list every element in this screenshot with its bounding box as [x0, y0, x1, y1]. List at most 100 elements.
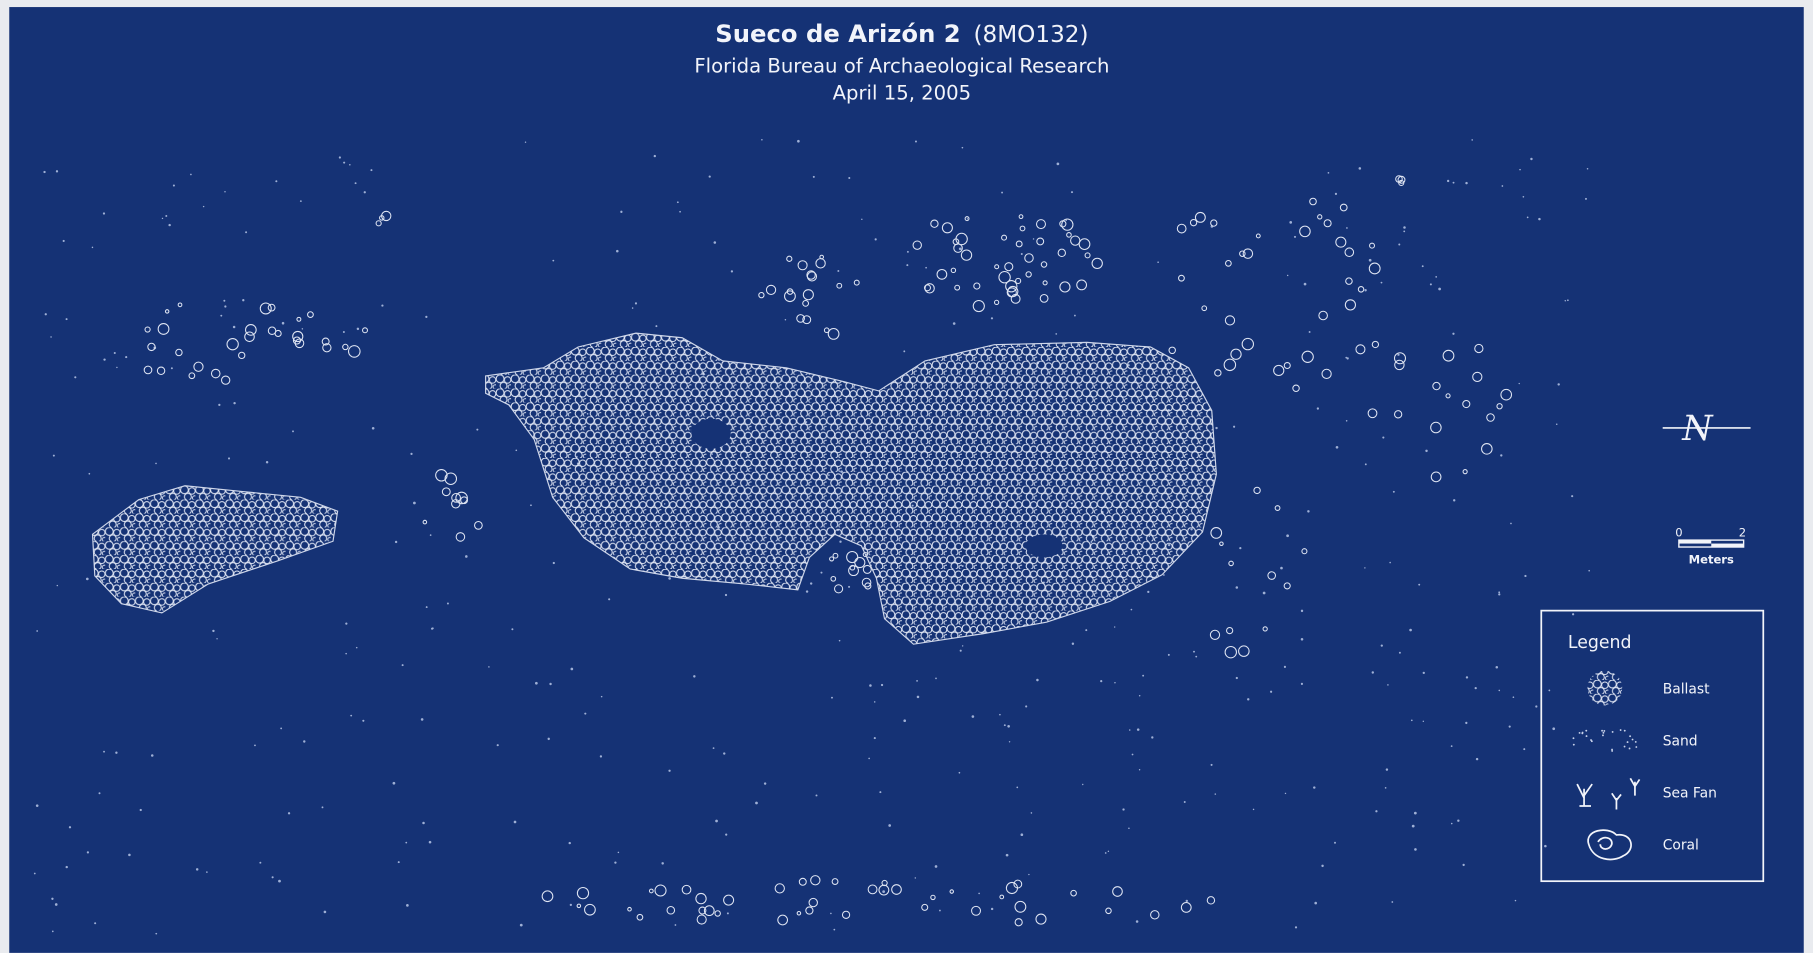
rock	[1255, 233, 1261, 239]
sand-grain	[370, 169, 373, 172]
sand-grain	[552, 259, 555, 262]
sand-grain	[1314, 901, 1318, 905]
sand-grain	[1334, 192, 1338, 196]
ballast-symbol	[1587, 670, 1623, 706]
rock	[1253, 486, 1261, 495]
sand-grain	[1056, 162, 1060, 166]
rock	[862, 564, 872, 574]
rock	[1321, 368, 1332, 379]
rock	[998, 271, 1011, 284]
sand-grain	[233, 401, 236, 405]
rock	[1070, 889, 1077, 897]
sand-grain	[242, 299, 245, 302]
sand-grain	[568, 841, 571, 845]
sand-grain	[584, 712, 587, 715]
rock	[1393, 410, 1403, 419]
sand-grain	[425, 315, 428, 318]
legend-title: Legend	[1568, 633, 1632, 653]
rock	[1025, 271, 1032, 278]
sand-grain	[1380, 644, 1383, 647]
sand-grain	[1422, 720, 1425, 723]
rock	[723, 894, 735, 906]
rock	[188, 372, 196, 380]
sand-grain	[1495, 665, 1499, 669]
rock	[1105, 907, 1112, 915]
rock	[1076, 279, 1088, 291]
rock	[1219, 541, 1224, 547]
sand-grain	[1635, 746, 1638, 748]
sand-grain	[280, 727, 283, 730]
rock	[1230, 348, 1242, 360]
sand-grain	[1308, 330, 1311, 333]
rock	[823, 327, 830, 334]
rock	[1024, 253, 1034, 263]
sand-grain	[91, 246, 94, 249]
rock	[681, 884, 692, 895]
rock	[422, 519, 428, 525]
site-number: (8MO132)	[974, 21, 1089, 47]
sand-grain	[1611, 749, 1614, 752]
sand-grain	[903, 719, 907, 723]
rock	[1242, 248, 1254, 259]
rock	[1301, 350, 1314, 363]
scattered-rocks	[143, 175, 1513, 927]
sand-grain	[914, 140, 917, 143]
sand-grain	[1564, 300, 1566, 302]
rock	[1430, 471, 1442, 483]
sand-grain	[1233, 425, 1236, 428]
sand-grain	[515, 449, 518, 452]
rock	[321, 337, 330, 346]
rock	[1486, 413, 1495, 422]
sand-grain	[1611, 730, 1614, 733]
sand-grain	[812, 175, 815, 178]
rock	[949, 889, 955, 894]
sand-grain	[1629, 735, 1632, 738]
sand-grain	[94, 922, 97, 925]
sand-grain	[1429, 283, 1432, 286]
sand-grain	[1578, 731, 1581, 734]
rock	[1178, 274, 1185, 282]
sand-grain	[301, 328, 304, 330]
sand-grain	[906, 264, 909, 267]
sand-grain	[839, 540, 842, 543]
rock	[1395, 175, 1403, 183]
sand-grain	[50, 336, 52, 338]
rock	[576, 887, 590, 900]
sand-grain	[725, 833, 728, 836]
sand-grain	[1020, 833, 1024, 837]
rock	[891, 884, 902, 895]
sand-grain	[1364, 567, 1366, 569]
sand-grain	[259, 861, 262, 864]
sand-grain	[1335, 445, 1339, 449]
sand-grain	[1327, 171, 1330, 174]
sand-grain	[1403, 230, 1406, 233]
sand-grain	[1514, 899, 1517, 902]
rock	[245, 324, 257, 336]
rock	[853, 279, 860, 286]
sand-grain	[292, 430, 294, 433]
sand-grain	[1602, 731, 1605, 734]
rock	[541, 890, 554, 903]
rock	[930, 219, 939, 228]
sand-grain	[1193, 650, 1195, 653]
sand-grain	[413, 501, 416, 505]
rock	[802, 315, 812, 325]
sand-grain	[216, 638, 218, 640]
sand-grain	[763, 782, 767, 785]
sand-grain	[1131, 753, 1134, 756]
sand-grain	[55, 170, 59, 173]
sand-grain	[1303, 282, 1307, 286]
rock	[1112, 886, 1123, 897]
sand-grain	[1036, 678, 1039, 682]
rock	[474, 521, 483, 530]
rock	[1010, 293, 1021, 304]
ballast-gap	[1025, 534, 1063, 558]
sand-grain	[952, 322, 956, 325]
sand-grain	[1611, 748, 1613, 751]
legend-item: Coral	[1663, 837, 1699, 853]
rock	[805, 906, 814, 915]
sand-grain	[990, 317, 994, 320]
sand-grain	[33, 872, 36, 875]
rock	[444, 472, 458, 485]
rock	[1273, 364, 1285, 377]
